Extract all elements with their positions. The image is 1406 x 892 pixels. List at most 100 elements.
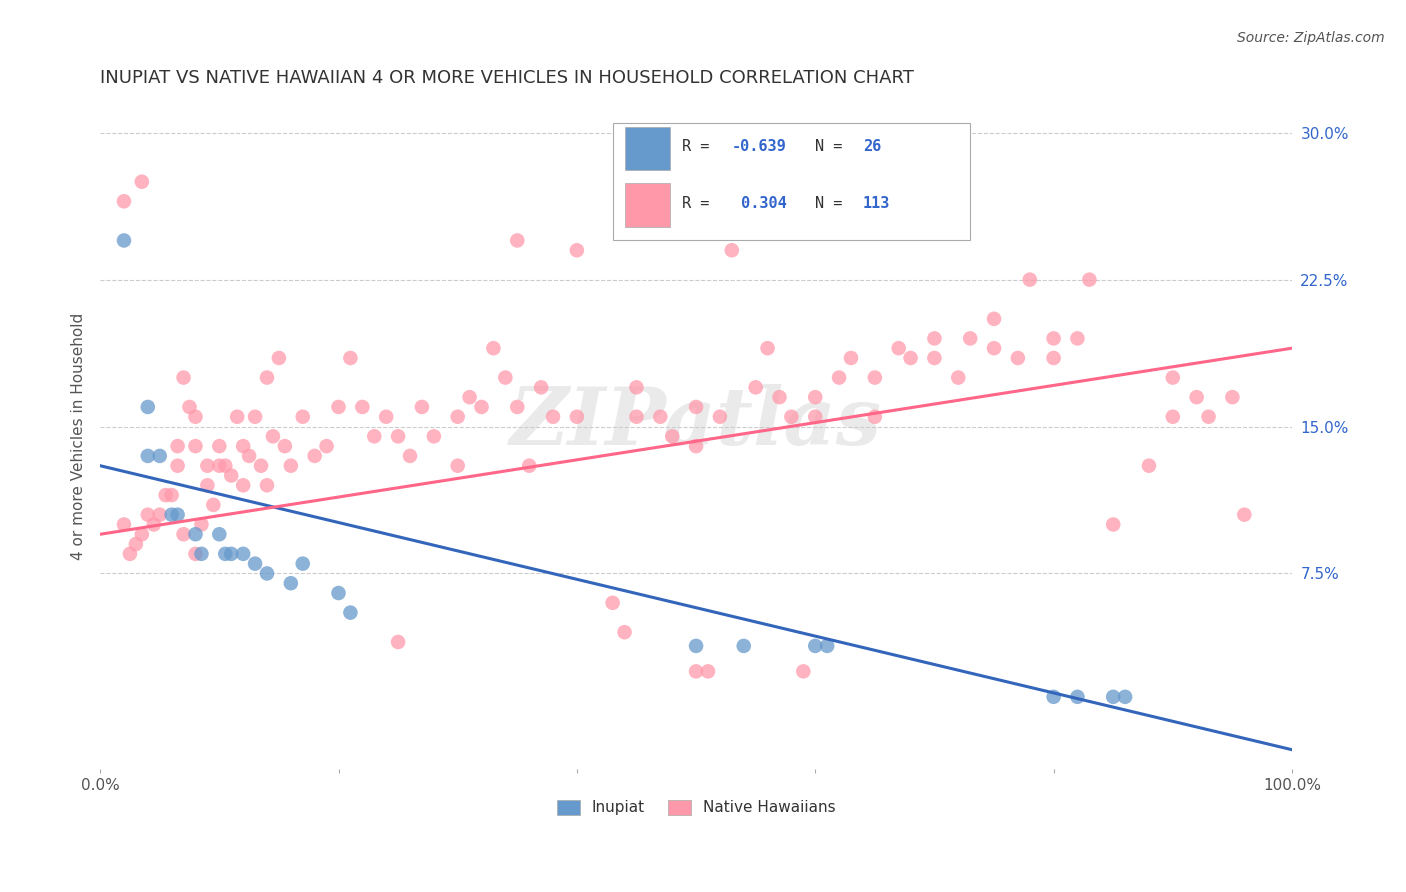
Point: [304, 449, 326, 463]
Point: [262, 429, 284, 443]
Point: [280, 576, 302, 591]
Point: [375, 409, 398, 424]
Point: [780, 409, 803, 424]
Point: [661, 429, 683, 443]
Point: [184, 439, 207, 453]
Point: [1185, 390, 1208, 404]
Point: [613, 625, 636, 640]
Point: [219, 547, 242, 561]
Point: [136, 400, 159, 414]
Point: [685, 665, 707, 679]
Point: [887, 341, 910, 355]
Point: [565, 409, 588, 424]
Point: [839, 351, 862, 365]
Text: ZIPatlas: ZIPatlas: [510, 384, 882, 462]
Point: [470, 400, 492, 414]
Point: [387, 635, 409, 649]
Point: [506, 400, 529, 414]
Point: [1018, 272, 1040, 286]
Point: [149, 508, 172, 522]
Point: [733, 639, 755, 653]
Point: [411, 400, 433, 414]
Point: [274, 439, 297, 453]
Text: -0.639: -0.639: [731, 139, 786, 154]
FancyBboxPatch shape: [624, 127, 669, 170]
Point: [232, 439, 254, 453]
Point: [1007, 351, 1029, 365]
Point: [136, 508, 159, 522]
Point: [214, 547, 236, 561]
Point: [815, 639, 838, 653]
Point: [166, 439, 188, 453]
Point: [197, 458, 219, 473]
Point: [291, 557, 314, 571]
Point: [190, 517, 212, 532]
Point: [142, 517, 165, 532]
Point: [166, 458, 188, 473]
Point: [517, 458, 540, 473]
Point: [1042, 690, 1064, 704]
Point: [232, 547, 254, 561]
Point: [112, 517, 135, 532]
Point: [197, 478, 219, 492]
Text: R =: R =: [682, 195, 718, 211]
Point: [315, 439, 337, 453]
Point: [447, 409, 470, 424]
Text: 0.304: 0.304: [731, 195, 786, 211]
Point: [160, 508, 183, 522]
Point: [983, 341, 1005, 355]
Point: [112, 194, 135, 209]
Point: [238, 449, 260, 463]
Point: [267, 351, 290, 365]
Point: [863, 370, 886, 384]
Text: 26: 26: [863, 139, 882, 154]
Point: [202, 498, 225, 512]
Point: [399, 449, 422, 463]
Point: [208, 527, 231, 541]
Point: [1066, 690, 1088, 704]
Point: [1102, 690, 1125, 704]
Point: [1233, 508, 1256, 522]
Point: [184, 409, 207, 424]
Point: [118, 547, 141, 561]
Point: [697, 665, 720, 679]
Point: [482, 341, 505, 355]
Point: [1137, 458, 1160, 473]
Point: [155, 488, 177, 502]
Point: [458, 390, 481, 404]
Point: [1066, 331, 1088, 345]
Legend: Inupiat, Native Hawaiians: Inupiat, Native Hawaiians: [551, 793, 842, 822]
Point: [756, 341, 779, 355]
Point: [173, 527, 195, 541]
Text: N =: N =: [815, 195, 852, 211]
Point: [1222, 390, 1244, 404]
Point: [1198, 409, 1220, 424]
Point: [720, 244, 742, 258]
Point: [506, 234, 529, 248]
Point: [1042, 351, 1064, 365]
Point: [179, 400, 201, 414]
Text: 113: 113: [863, 195, 890, 211]
Point: [1161, 409, 1184, 424]
Point: [190, 547, 212, 561]
Point: [626, 380, 648, 394]
Point: [494, 370, 516, 384]
Point: [863, 409, 886, 424]
Point: [232, 478, 254, 492]
Point: [160, 488, 183, 502]
FancyBboxPatch shape: [624, 183, 669, 227]
Point: [685, 639, 707, 653]
Point: [214, 458, 236, 473]
Point: [243, 557, 266, 571]
Point: [423, 429, 446, 443]
Point: [1161, 370, 1184, 384]
Point: [226, 409, 249, 424]
Point: [565, 244, 588, 258]
Point: [828, 370, 851, 384]
FancyBboxPatch shape: [613, 123, 970, 240]
Point: [131, 527, 153, 541]
Text: INUPIAT VS NATIVE HAWAIIAN 4 OR MORE VEHICLES IN HOUSEHOLD CORRELATION CHART: INUPIAT VS NATIVE HAWAIIAN 4 OR MORE VEH…: [100, 69, 914, 87]
Point: [1078, 272, 1101, 286]
Point: [768, 390, 790, 404]
Point: [900, 351, 922, 365]
